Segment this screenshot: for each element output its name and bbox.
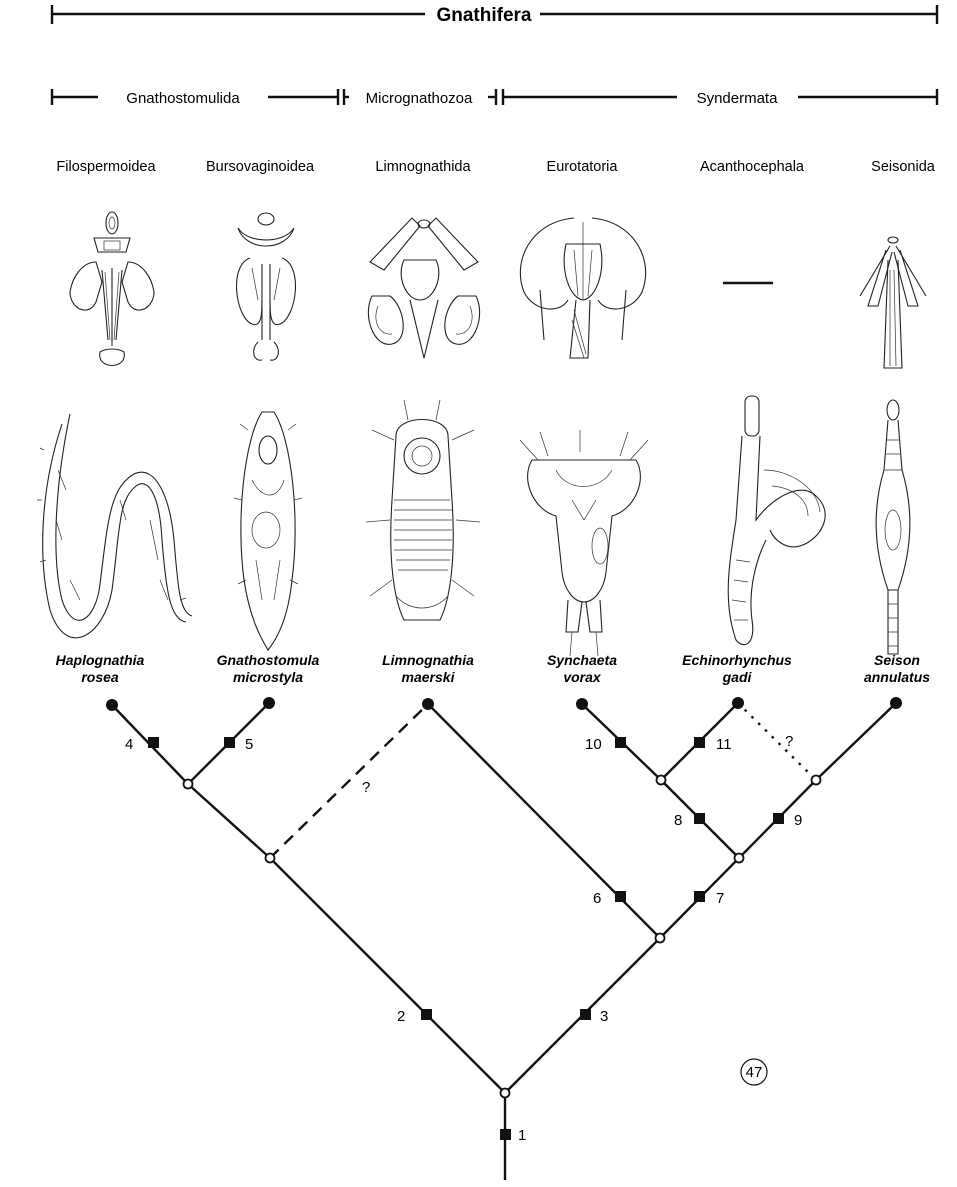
internal-node — [499, 1087, 511, 1099]
group-label-gnathostomulida: Gnathostomulida — [126, 90, 240, 107]
character-square — [694, 737, 705, 748]
internal-node — [733, 852, 745, 864]
character-square — [148, 737, 159, 748]
character-square — [500, 1129, 511, 1140]
species-genus: Limnognathia — [382, 652, 474, 668]
species-genus: Seison — [874, 652, 920, 668]
species-genus: Gnathostomula — [217, 652, 320, 668]
animal-illustration-echinorhynchus — [727, 395, 826, 646]
subgroup-label: Seisonida — [871, 159, 936, 175]
character-number: 10 — [585, 736, 602, 753]
tip-dot — [106, 699, 118, 711]
character-square — [615, 891, 626, 902]
species-genus: Haplognathia — [56, 652, 145, 668]
character-number: 7 — [716, 890, 724, 907]
clade-title: Gnathifera — [436, 5, 531, 26]
character-number: 3 — [600, 1008, 608, 1025]
group-bars — [50, 89, 939, 105]
jaw-illustration-eurotatoria — [519, 217, 647, 359]
animal-illustration-limnognathia — [365, 399, 481, 621]
uncertain-link-dotted — [737, 702, 817, 781]
jaw-illustration-bursovaginoidea — [236, 212, 296, 361]
species-epithet: vorax — [563, 669, 602, 685]
group-label-syndermata: Syndermata — [697, 90, 779, 107]
gnathifera-bar — [50, 5, 939, 24]
cladogram-branches — [111, 702, 897, 1180]
species-genus: Synchaeta — [547, 652, 617, 668]
tip-dot — [732, 697, 744, 709]
character-number: 1 — [518, 1127, 526, 1144]
character-square — [615, 737, 626, 748]
tip-dot — [263, 697, 275, 709]
tip-dot — [576, 698, 588, 710]
subgroup-label: Eurotatoria — [547, 159, 619, 175]
species-genus: Echinorhynchus — [682, 652, 792, 668]
animal-illustration-synchaeta — [519, 430, 649, 657]
character-number: 8 — [674, 812, 682, 829]
character-square — [694, 813, 705, 824]
animal-illustration-haplognathia — [37, 413, 193, 639]
uncertainty-mark: ? — [785, 733, 793, 750]
tip-dot — [422, 698, 434, 710]
character-number: 9 — [794, 812, 802, 829]
tip-dot — [890, 697, 902, 709]
character-square — [694, 891, 705, 902]
subgroup-label: Filospermoidea — [56, 159, 156, 175]
uncertainty-mark: ? — [362, 779, 370, 796]
species-epithet: rosea — [81, 669, 119, 685]
character-number: 2 — [397, 1008, 405, 1025]
animal-illustration-gnathostomula — [233, 411, 303, 651]
tip-dots — [106, 697, 902, 711]
internal-nodes — [182, 774, 822, 1099]
internal-node — [810, 774, 822, 786]
species-epithet: maerski — [402, 669, 456, 685]
jaw-illustration-filospermoidea — [69, 211, 155, 366]
subgroup-label: Bursovaginoidea — [206, 159, 315, 175]
animal-illustration-seison — [875, 399, 911, 655]
character-square — [224, 737, 235, 748]
figure-number-badge: 47 — [740, 1058, 768, 1086]
species-epithet: annulatus — [864, 669, 930, 685]
uncertain-link-dashed — [269, 703, 429, 859]
character-square — [773, 813, 784, 824]
character-square — [421, 1009, 432, 1020]
internal-node — [264, 852, 276, 864]
species-epithet: gadi — [722, 669, 753, 685]
character-number: 5 — [245, 736, 253, 753]
internal-node — [655, 774, 667, 786]
figure-number: 47 — [746, 1064, 763, 1081]
character-number: 4 — [125, 736, 133, 753]
character-marks — [148, 737, 784, 1140]
character-number: 6 — [593, 890, 601, 907]
jaw-illustration-seisonida — [859, 236, 927, 369]
subgroup-label: Limnognathida — [375, 159, 471, 175]
group-label-micrognathozoa: Micrognathozoa — [366, 90, 473, 107]
character-number: 11 — [716, 736, 732, 753]
species-epithet: microstyla — [233, 669, 303, 685]
jaw-illustration-limnognathida — [367, 217, 481, 359]
internal-node — [654, 932, 666, 944]
internal-node — [182, 778, 194, 790]
subgroup-label: Acanthocephala — [700, 159, 805, 175]
character-square — [580, 1009, 591, 1020]
